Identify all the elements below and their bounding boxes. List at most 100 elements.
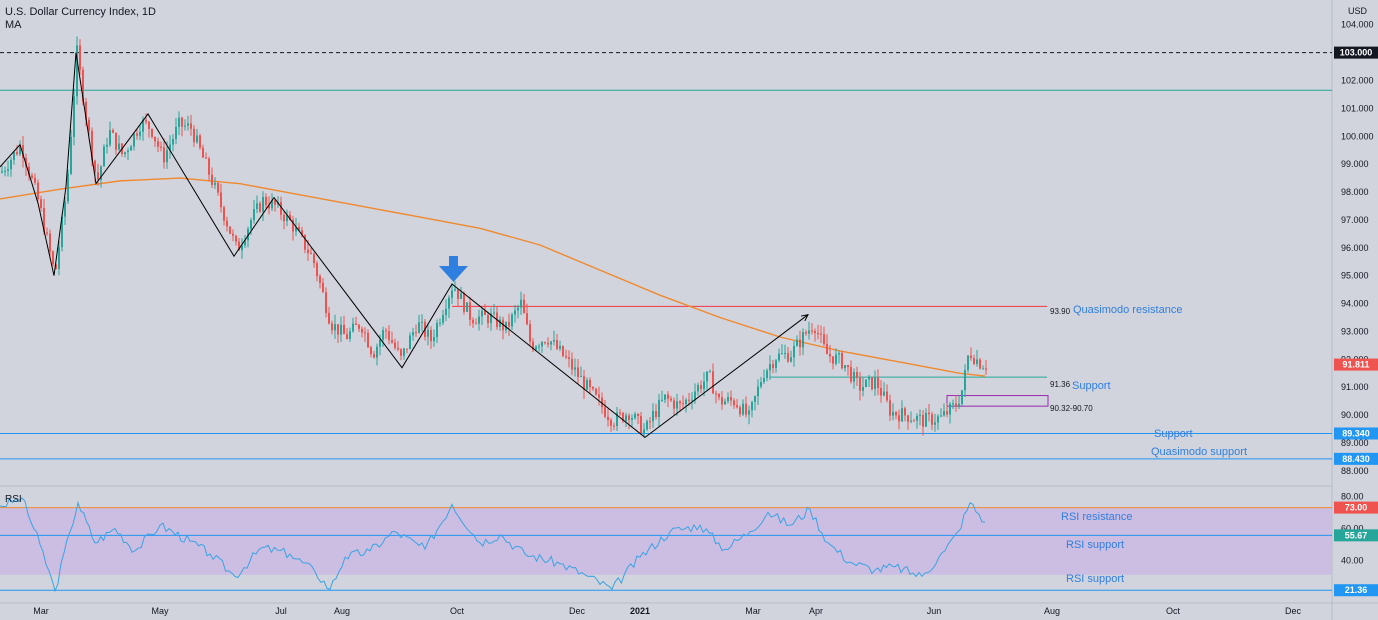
time-tick-label: Jun: [927, 606, 942, 616]
candle-body: [925, 412, 927, 427]
candle-body: [217, 182, 219, 193]
time-tick-label: 2021: [630, 606, 650, 616]
top-level-badge: 103.000: [1340, 48, 1373, 58]
rsi-support-low-label: RSI support: [1066, 573, 1124, 585]
candle-body: [676, 401, 678, 409]
candle-body: [64, 201, 66, 217]
candle-body: [565, 356, 567, 358]
candle-body: [664, 394, 666, 400]
candle-body: [580, 376, 582, 378]
candle-body: [460, 293, 462, 299]
rsi-band: [0, 507, 1332, 575]
candle-body: [631, 418, 633, 420]
candle-body: [1, 171, 3, 173]
candle-body: [919, 414, 921, 416]
candle-body: [907, 415, 909, 422]
time-tick-label: Mar: [745, 606, 761, 616]
candle-body: [124, 152, 126, 155]
candle-body: [478, 316, 480, 324]
quasimodo-resistance-text: Quasimodo resistance: [1073, 304, 1182, 316]
candle-body: [253, 209, 255, 221]
pattern-arrowhead: [801, 314, 809, 322]
candle-body: [691, 399, 693, 401]
candle-body: [343, 324, 345, 335]
candle-body: [223, 207, 225, 221]
rsi-title: RSI: [5, 494, 22, 505]
candle-body: [439, 322, 441, 324]
candle-body: [40, 199, 42, 209]
candle-body: [184, 125, 186, 127]
candle-body: [733, 400, 735, 406]
candle-body: [721, 397, 723, 405]
candle-body: [928, 412, 930, 415]
candle-body: [472, 319, 474, 324]
candle-body: [43, 208, 45, 233]
candle-body: [349, 331, 351, 339]
candle-body: [751, 401, 753, 411]
candle-body: [820, 333, 822, 335]
candle-body: [562, 345, 564, 357]
candle-body: [538, 346, 540, 348]
candle-body: [688, 399, 690, 401]
candle-body: [67, 173, 69, 202]
candle-body: [523, 299, 525, 314]
candle-body: [475, 323, 477, 325]
candle-body: [76, 45, 78, 97]
candle-body: [325, 292, 327, 313]
candle-body: [754, 396, 756, 402]
candle-body: [10, 159, 12, 170]
candle-body: [178, 117, 180, 127]
candle-body: [220, 192, 222, 208]
candle-body: [799, 339, 801, 348]
price-tick-label: 96.000: [1341, 243, 1369, 253]
candle-body: [967, 355, 969, 371]
price-tick-label: 90.000: [1341, 410, 1369, 420]
candle-body: [850, 366, 852, 382]
candle-body: [415, 332, 417, 334]
candle-body: [256, 203, 258, 210]
candle-body: [619, 412, 621, 414]
candle-body: [271, 200, 273, 209]
candle-body: [154, 136, 156, 142]
candle-body: [982, 368, 984, 370]
candle-body: [817, 333, 819, 335]
rsi-tick-label: 40.00: [1341, 555, 1364, 565]
candle-body: [544, 342, 546, 344]
candle-body: [58, 247, 60, 269]
candle-body: [73, 96, 75, 137]
candle-body: [448, 297, 450, 309]
candle-body: [379, 339, 381, 347]
candle-body: [397, 347, 399, 350]
rsi-low-badge-bg: [1334, 584, 1378, 597]
candle-body: [568, 357, 570, 359]
candle-body: [616, 412, 618, 426]
candle-body: [232, 233, 234, 236]
candle-body: [883, 391, 885, 396]
candle-body: [376, 346, 378, 358]
candle-body: [649, 421, 651, 423]
candle-body: [46, 232, 48, 234]
candle-body: [340, 324, 342, 335]
candle-body: [445, 308, 447, 316]
candle-body: [739, 407, 741, 415]
candle-body: [910, 420, 912, 422]
candle-body: [583, 376, 585, 390]
candle-body: [481, 310, 483, 317]
candle-body: [964, 370, 966, 391]
price-tick-label: 99.000: [1341, 159, 1369, 169]
candle-body: [859, 377, 861, 391]
candle-body: [211, 174, 213, 185]
candle-body: [556, 340, 558, 349]
candle-body: [115, 132, 117, 150]
price-tick-label: 95.000: [1341, 271, 1369, 281]
candle-body: [943, 411, 945, 416]
candle-body: [547, 343, 549, 345]
candle-body: [364, 332, 366, 334]
candle-body: [265, 196, 267, 206]
candle-body: [208, 158, 210, 175]
time-tick-label: May: [151, 606, 169, 616]
candle-body: [100, 166, 102, 180]
candle-body: [685, 399, 687, 405]
candle-body: [787, 352, 789, 362]
